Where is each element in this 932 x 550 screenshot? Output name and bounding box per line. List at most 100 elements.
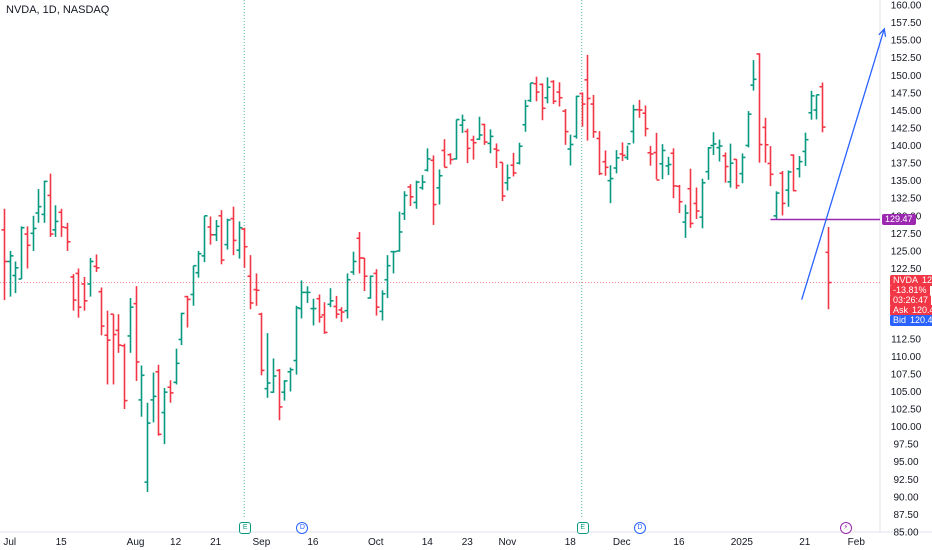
ohlc-bar — [407, 184, 414, 206]
ohlc-bar — [636, 99, 643, 118]
price-axis-label: 97.50 — [893, 440, 918, 451]
ohlc-bar — [127, 298, 134, 353]
trend-arrow-line[interactable] — [801, 28, 885, 300]
ohlc-bar — [161, 387, 168, 445]
ohlc-bar — [70, 274, 77, 311]
ohlc-bar — [727, 143, 734, 188]
ohlc-bar — [224, 218, 231, 250]
ohlc-bar — [464, 128, 471, 164]
last-price-value: 120.50 — [922, 274, 932, 285]
earnings-icon[interactable]: E — [239, 522, 252, 534]
ohlc-bar — [12, 261, 19, 294]
ohlc-bar — [258, 312, 265, 376]
time-axis-label: 23 — [462, 537, 474, 548]
time-axis-label: 21 — [210, 537, 222, 548]
ohlc-bar — [573, 95, 580, 139]
price-axis-label: 87.50 — [893, 510, 918, 521]
ohlc-bar — [373, 269, 380, 316]
ohlc-bar — [453, 118, 460, 160]
ohlc-bar — [785, 170, 792, 207]
ohlc-bar — [504, 164, 511, 191]
ohlc-bar — [30, 215, 37, 251]
ohlc-bar — [247, 255, 254, 310]
price-axis-label: 102.50 — [891, 405, 922, 416]
ohlc-bar — [173, 348, 180, 385]
price-axis-label: 107.50 — [891, 369, 922, 380]
ohlc-bar — [653, 132, 660, 181]
price-axis-label: 137.50 — [891, 159, 922, 170]
ohlc-bar — [98, 287, 105, 336]
time-axis-label: Jul — [3, 537, 16, 548]
ohlc-bar — [24, 226, 31, 269]
ohlc-bar — [699, 178, 706, 229]
ohlc-bar — [361, 257, 368, 291]
price-axis-label: 135.00 — [891, 176, 922, 187]
ohlc-bar — [522, 99, 529, 132]
price-axis-label: 145.00 — [891, 106, 922, 117]
ohlc-bar — [264, 333, 271, 398]
ohlc-bar — [607, 165, 614, 204]
ohlc-bar — [613, 150, 620, 174]
ohlc-bar — [687, 168, 694, 228]
ohlc-bar — [579, 92, 586, 127]
price-axis-label: 127.50 — [891, 229, 922, 240]
ohlc-bar — [544, 77, 551, 104]
ohlc-bar — [682, 204, 689, 238]
ohlc-bar — [424, 148, 431, 172]
split-icon[interactable]: ⚡ — [839, 522, 852, 534]
ohlc-bar — [481, 123, 488, 145]
ohlc-bar — [773, 191, 780, 220]
price-axis-label: 150.00 — [891, 71, 922, 82]
price-axis-label: 110.00 — [891, 352, 921, 363]
symbol-title: NVDA, 1D, NASDAQ — [6, 4, 110, 16]
ohlc-bar — [693, 187, 700, 219]
price-axis-label: 147.50 — [891, 88, 922, 99]
ohlc-bar — [93, 254, 100, 273]
time-axis-label: 14 — [422, 537, 434, 548]
ohlc-bar — [705, 147, 712, 180]
ohlc-bar — [510, 152, 517, 177]
ohlc-bar — [52, 205, 59, 237]
ohlc-bar — [476, 116, 483, 141]
time-axis-label: Aug — [127, 537, 145, 548]
ohlc-bar — [796, 156, 803, 178]
ohlc-bar — [1, 208, 8, 301]
ohlc-bar — [819, 82, 826, 133]
ohlc-bar — [138, 365, 145, 417]
ohlc-bar — [396, 211, 403, 252]
ohlc-bar — [436, 169, 443, 205]
time-axis-label: 12 — [170, 537, 182, 548]
bid-label: Bid — [893, 314, 907, 325]
ohlc-bar — [178, 312, 185, 346]
ohlc-bar — [150, 372, 157, 423]
dividend-icon[interactable]: D — [633, 522, 646, 534]
earnings-icon[interactable]: E — [576, 522, 589, 534]
ohlc-bar — [87, 257, 94, 297]
ohlc-bar — [213, 220, 220, 242]
ohlc-bar — [310, 298, 317, 326]
ohlc-bar — [384, 255, 391, 299]
ohlc-bar — [64, 222, 71, 251]
ohlc-bar — [167, 380, 174, 403]
ohlc-bar — [218, 210, 225, 265]
ohlc-bar — [584, 54, 591, 141]
ohlc-bar — [316, 294, 323, 323]
ohlc-bar — [539, 83, 546, 121]
ohlc-bar — [596, 131, 603, 176]
time-axis-label: Nov — [498, 537, 516, 548]
ohlc-bar — [722, 152, 729, 183]
time-axis-label: Feb — [848, 537, 866, 548]
ohlc-bar — [790, 154, 797, 192]
ohlc-bar — [550, 80, 557, 105]
ohlc-bar — [647, 145, 654, 166]
ohlc-bar — [745, 111, 752, 148]
ohlc-bar — [47, 173, 54, 237]
ohlc-bar — [201, 215, 208, 263]
ohlc-bar — [470, 135, 477, 160]
ohlc-bar — [350, 251, 357, 275]
dividend-icon[interactable]: D — [296, 522, 309, 534]
ohlc-bar — [58, 208, 65, 237]
ohlc-bar — [733, 158, 740, 189]
